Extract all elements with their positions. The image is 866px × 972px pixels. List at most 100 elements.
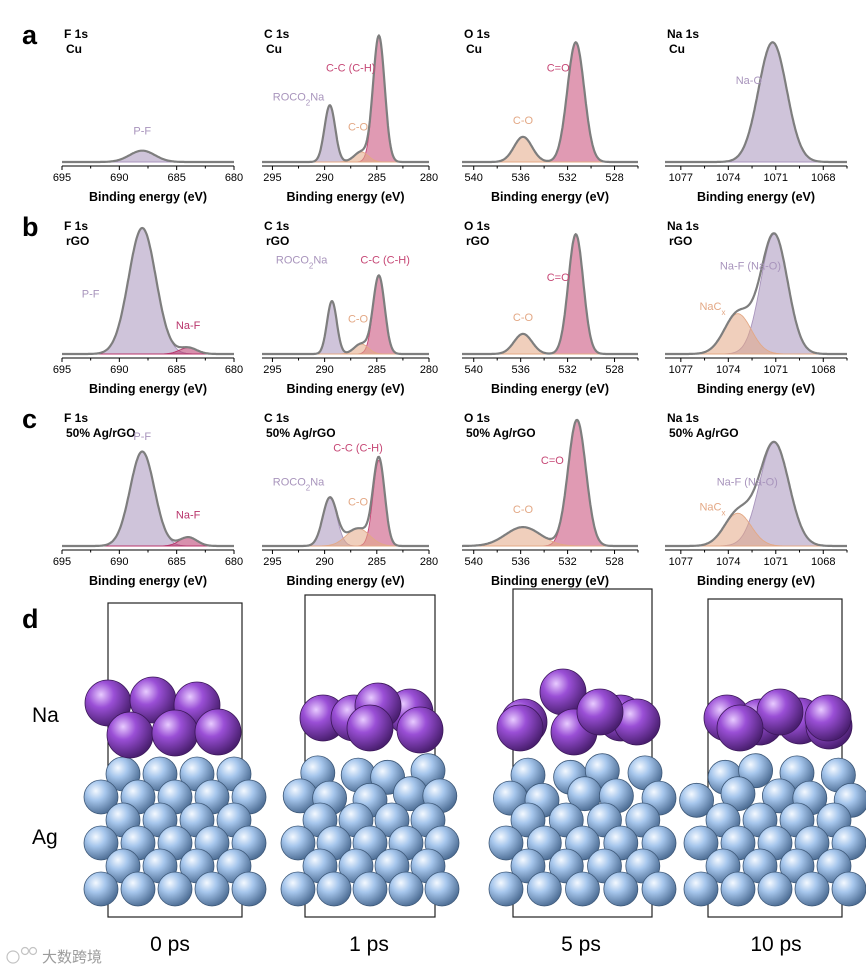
x-tick-label: 680 [225, 172, 243, 184]
x-tick-label: 1077 [669, 172, 693, 184]
ag-atom [794, 871, 830, 907]
envelope-line [462, 232, 638, 356]
x-axis-title: Binding energy (eV) [697, 190, 815, 204]
ag-atom [120, 871, 156, 907]
watermark: 大数跨境 [6, 946, 102, 966]
x-tick-label: 540 [465, 172, 483, 184]
peak-c-o [462, 136, 638, 163]
spectrum-substrate-label: 50% Ag/rGO [466, 426, 536, 440]
spectrum-substrate-label: rGO [66, 234, 89, 248]
x-tick-label: 1077 [669, 364, 693, 376]
peak-label-roco2: ROCO2Na [273, 477, 325, 493]
peak-label-c-o: C-O [513, 504, 534, 516]
panel-letter-c: c [22, 404, 37, 434]
panel-letter-d: d [22, 604, 39, 634]
x-tick-label: 695 [53, 364, 71, 376]
peak-c-o [462, 333, 638, 355]
x-tick-label: 285 [368, 556, 386, 568]
spectrum-substrate-label: Cu [66, 42, 82, 56]
ag-atom [683, 871, 719, 907]
spectrum-element-label: O 1s [464, 219, 490, 233]
peak-label-nacx: NaCx [699, 502, 725, 517]
ag-atom [280, 871, 316, 907]
peak-label-na-f: Na-F [176, 320, 201, 332]
x-tick-label: 1074 [716, 364, 740, 376]
ag-atom [316, 871, 352, 907]
peak-label-c-c-c-h: C-C (C-H) [326, 62, 375, 74]
peak-label-na-f: Na-F [176, 509, 201, 521]
na-atom [576, 688, 624, 736]
x-tick-label: 540 [465, 556, 483, 568]
x-tick-label: 280 [420, 172, 438, 184]
spectrum-substrate-label: rGO [669, 234, 692, 248]
spectrum-c-na-1s: 1077 1074 1071 1068 Binding energy (eV) Na 1s… [665, 411, 848, 588]
spectrum-element-label: C 1s [264, 411, 290, 425]
peak-label-p-f: P-F [82, 288, 100, 300]
ag-atom [424, 871, 460, 907]
x-tick-label: 285 [368, 364, 386, 376]
na-atom [194, 708, 242, 756]
x-tick-label: 690 [110, 172, 128, 184]
x-tick-label: 680 [225, 556, 243, 568]
x-tick-label: 528 [605, 556, 623, 568]
na-atom [106, 711, 154, 759]
x-tick-label: 1071 [764, 556, 788, 568]
peak-roco2na [262, 300, 429, 355]
spectrum-element-label: F 1s [64, 411, 88, 425]
na-atom [151, 709, 199, 757]
ag-atom [603, 871, 639, 907]
spectrum-substrate-label: rGO [466, 234, 489, 248]
envelope-line [62, 450, 234, 548]
na-atom [716, 704, 764, 752]
peak-label-c-o: C-O [348, 497, 369, 509]
x-tick-label: 1071 [764, 364, 788, 376]
envelope-line [665, 232, 847, 356]
x-axis-title: Binding energy (eV) [89, 382, 207, 396]
peak-c-o [462, 233, 638, 355]
x-axis-title: Binding energy (eV) [89, 190, 207, 204]
time-label-1ps: 1 ps [349, 933, 389, 956]
spectrum-a-na-1s: 1077 1074 1071 1068 Binding energy (eV) Na 1s… [665, 27, 848, 204]
ag-atom [526, 871, 562, 907]
peak-label-c-c-c-h: C-C (C-H) [333, 443, 382, 455]
ag-atom [83, 871, 119, 907]
x-axis-title: Binding energy (eV) [286, 382, 404, 396]
x-tick-label: 280 [420, 556, 438, 568]
peak-roco2na [262, 104, 429, 163]
ag-atom [720, 776, 756, 812]
spectrum-b-na-1s: 1077 1074 1071 1068 Binding energy (eV) Na 1s… [665, 219, 848, 396]
x-tick-label: 695 [53, 556, 71, 568]
x-tick-label: 528 [605, 172, 623, 184]
spectrum-substrate-label: rGO [266, 234, 289, 248]
ag-atom [641, 871, 677, 907]
ag-atom [231, 871, 267, 907]
spectrum-element-label: Na 1s [667, 27, 699, 41]
envelope-line [462, 41, 638, 164]
peak-label-p-f: P-F [133, 125, 151, 137]
time-label-0ps: 0 ps [150, 933, 190, 956]
x-tick-label: 285 [368, 172, 386, 184]
x-tick-label: 532 [558, 364, 576, 376]
x-tick-label: 690 [110, 556, 128, 568]
envelope-line [665, 440, 847, 548]
md-snapshot-0 [83, 602, 267, 918]
x-tick-label: 295 [263, 556, 281, 568]
time-label-10ps: 10 ps [750, 933, 801, 956]
na-atom [346, 704, 394, 752]
x-tick-label: 540 [465, 364, 483, 376]
x-tick-label: 1068 [811, 172, 835, 184]
na-atom [496, 704, 544, 752]
peak-p-f [62, 451, 234, 547]
envelope-line [262, 455, 429, 548]
ag-atom [157, 871, 193, 907]
x-axis-title: Binding energy (eV) [89, 574, 207, 588]
na-atom [804, 694, 852, 742]
peak-na-f-na-o [665, 442, 847, 547]
x-tick-label: 680 [225, 364, 243, 376]
envelope-line [62, 226, 234, 356]
x-tick-label: 290 [315, 364, 333, 376]
